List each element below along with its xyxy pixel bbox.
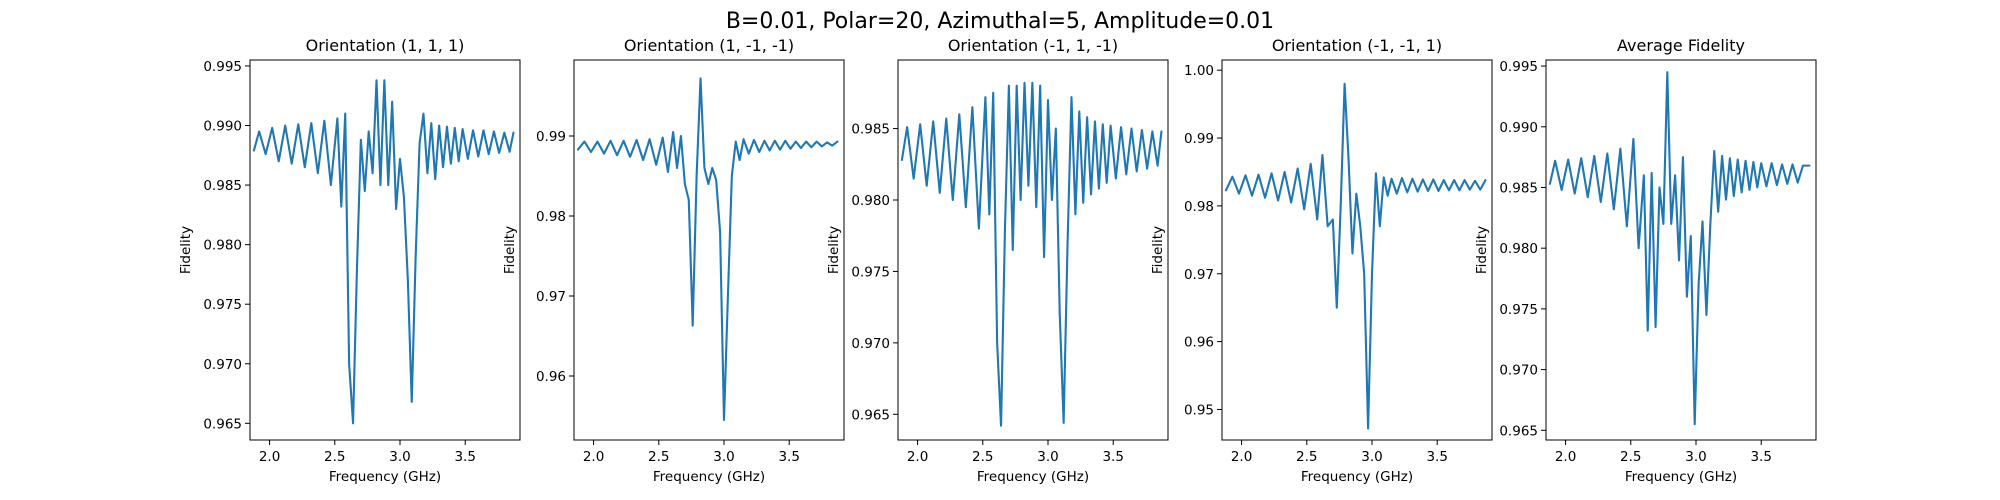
y-axis-label: Fidelity (1474, 226, 1490, 274)
y-tick-label: 0.995 (203, 59, 242, 75)
series-line (1224, 82, 1487, 430)
subplot-title: Orientation (1, -1, -1) (624, 36, 794, 55)
subplot-title: Orientation (-1, -1, 1) (1272, 36, 1442, 55)
y-tick-label: 0.985 (851, 122, 890, 138)
x-tick-label: 3.5 (454, 449, 475, 465)
x-tick-label: 2.5 (648, 449, 669, 465)
y-tick-label: 0.980 (203, 238, 242, 254)
series-line (252, 79, 515, 425)
subplot-title: Average Fidelity (1617, 36, 1745, 55)
y-tick-label: 0.98 (1184, 199, 1214, 215)
x-tick-label: 2.5 (324, 449, 345, 465)
y-axis-label: Fidelity (826, 226, 842, 274)
y-tick-label: 0.97 (536, 289, 566, 305)
x-axis-label: Frequency (GHz) (653, 469, 765, 485)
y-tick-label: 0.975 (851, 264, 890, 280)
y-tick-label: 0.990 (203, 119, 242, 135)
subplot-grid: 2.0 2.5 3.0 3.5 0.965 0.970 0.975 0.980 0.985 0.9… (178, 36, 1817, 485)
plot-frame (1221, 59, 1493, 441)
x-tick-label: 2.0 (1231, 449, 1252, 465)
y-tick-label: 0.965 (1499, 423, 1538, 439)
x-tick-label: 3.5 (778, 449, 799, 465)
y-tick-label: 0.990 (1499, 120, 1538, 136)
subplot-2: 2.0 2.5 3.0 3.5 0.96 0.97 0.98 0.99 Orientation … (502, 36, 845, 485)
x-tick-label: 3.5 (1750, 449, 1771, 465)
y-axis-label: Fidelity (502, 226, 518, 274)
y-tick-label: 0.95 (1184, 402, 1214, 418)
plot-frame (573, 59, 845, 441)
plot-frame (249, 59, 521, 441)
y-tick-label: 0.980 (1499, 241, 1538, 257)
x-tick-label: 2.0 (583, 449, 604, 465)
x-axis-label: Frequency (GHz) (1625, 469, 1737, 485)
x-axis-label: Frequency (GHz) (329, 469, 441, 485)
y-tick-label: 0.965 (851, 407, 890, 423)
y-axis-label: Fidelity (1150, 226, 1166, 274)
y-axis-label: Fidelity (178, 226, 194, 274)
x-tick-label: 3.0 (1685, 449, 1706, 465)
y-tick-label: 0.985 (203, 178, 242, 194)
y-tick-label: 0.970 (1499, 363, 1538, 379)
plot-frame (1545, 59, 1817, 441)
subplot-1: 2.0 2.5 3.0 3.5 0.965 0.970 0.975 0.980 0.985 0.9… (178, 36, 521, 485)
y-tick-label: 0.97 (1184, 267, 1214, 283)
y-tick-label: 0.99 (536, 129, 566, 145)
x-tick-label: 3.0 (1037, 449, 1058, 465)
subplot-3: 2.0 2.5 3.0 3.5 0.965 0.970 0.975 0.980 0.985 Ori… (826, 36, 1169, 485)
x-tick-label: 2.5 (972, 449, 993, 465)
x-axis-label: Frequency (GHz) (977, 469, 1089, 485)
x-tick-label: 3.0 (389, 449, 410, 465)
y-tick-label: 0.99 (1184, 131, 1214, 147)
y-tick-label: 0.96 (1184, 335, 1214, 351)
plot-frame (897, 59, 1169, 441)
series-line (576, 77, 839, 422)
y-tick-label: 0.995 (1499, 59, 1538, 75)
x-tick-label: 2.0 (1555, 449, 1576, 465)
y-tick-label: 1.00 (1184, 63, 1214, 79)
subplot-4: 2.0 2.5 3.0 3.5 0.95 0.96 0.97 0.98 0.99 1.00 Orie… (1150, 36, 1493, 485)
y-tick-label: 0.970 (203, 357, 242, 373)
x-tick-label: 3.5 (1102, 449, 1123, 465)
series-line (900, 81, 1163, 427)
subplot-title: Orientation (1, 1, 1) (306, 36, 465, 55)
y-tick-label: 0.975 (203, 297, 242, 313)
y-tick-label: 0.965 (203, 416, 242, 432)
figure-suptitle: B=0.01, Polar=20, Azimuthal=5, Amplitude… (726, 9, 1274, 34)
y-tick-label: 0.985 (1499, 180, 1538, 196)
y-tick-label: 0.975 (1499, 302, 1538, 318)
x-tick-label: 2.0 (907, 449, 928, 465)
subplot-5: 2.0 2.5 3.0 3.5 0.965 0.970 0.975 0.980 0.985 0.9… (1474, 36, 1817, 485)
y-tick-label: 0.980 (851, 193, 890, 209)
x-tick-label: 3.0 (1361, 449, 1382, 465)
subplot-title: Orientation (-1, 1, -1) (948, 36, 1118, 55)
x-tick-label: 3.0 (713, 449, 734, 465)
x-tick-label: 2.5 (1620, 449, 1641, 465)
x-axis-label: Frequency (GHz) (1301, 469, 1413, 485)
y-tick-label: 0.970 (851, 336, 890, 352)
y-tick-label: 0.96 (536, 369, 566, 385)
series-line (1548, 71, 1811, 426)
x-tick-label: 2.5 (1296, 449, 1317, 465)
y-tick-label: 0.98 (536, 209, 566, 225)
x-tick-label: 3.5 (1426, 449, 1447, 465)
x-tick-label: 2.0 (259, 449, 280, 465)
